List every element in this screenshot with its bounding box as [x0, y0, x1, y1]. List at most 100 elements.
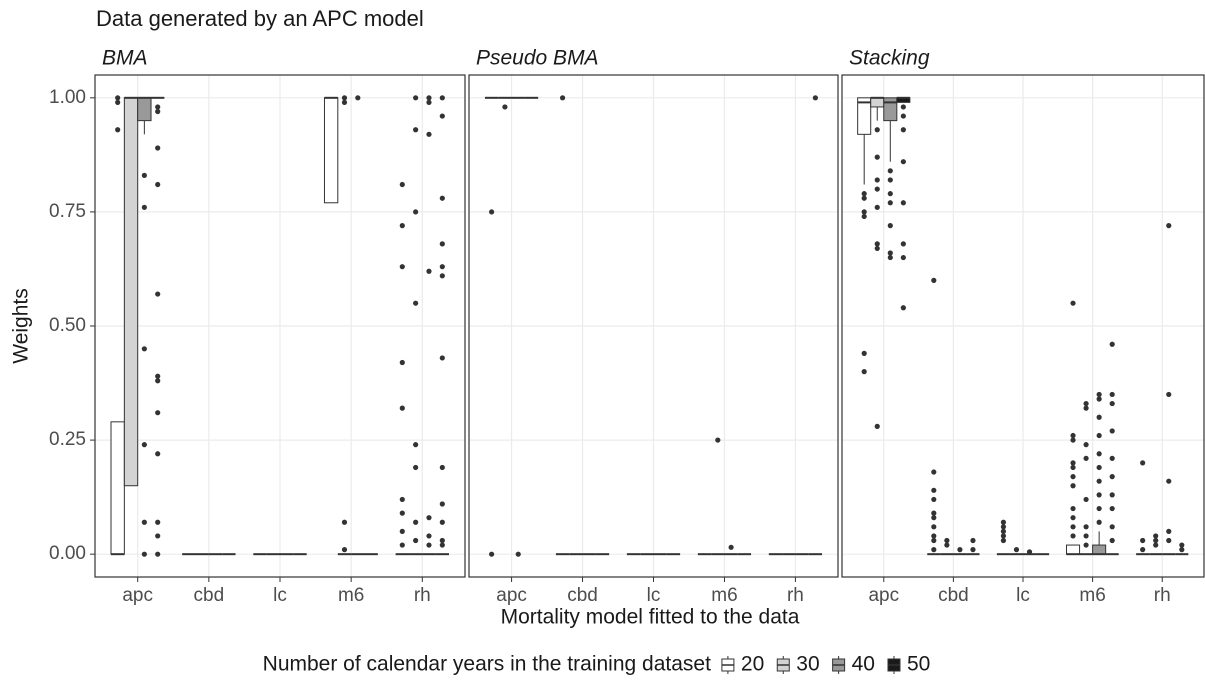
outlier [1096, 451, 1102, 457]
x-tick-label: m6 [1079, 585, 1105, 606]
y-tick-label: 1.00 [49, 87, 86, 108]
x-tick-label: apc [868, 585, 899, 606]
outlier [155, 291, 161, 297]
outlier [1070, 437, 1076, 443]
outlier [900, 254, 906, 261]
outlier [970, 547, 976, 553]
outlier [874, 245, 880, 252]
outlier [931, 515, 937, 521]
outlier [1070, 464, 1076, 471]
outlier [1070, 515, 1076, 521]
outlier [1109, 391, 1115, 398]
legend-title: Number of calendar years in the training… [263, 653, 711, 676]
outlier [900, 104, 906, 110]
outlier [141, 204, 147, 210]
outlier [900, 159, 906, 165]
outlier [439, 537, 445, 544]
outlier [155, 373, 161, 379]
outlier [931, 510, 937, 516]
outlier [1166, 478, 1172, 484]
y-tick-label: 0.00 [49, 543, 86, 564]
outlier [355, 95, 361, 101]
outlier [439, 519, 445, 525]
outlier [341, 547, 348, 553]
outlier [155, 181, 161, 188]
x-tick-label: rh [787, 585, 804, 606]
outlier [115, 127, 121, 133]
legend-item: 50 [887, 653, 930, 676]
panel-border [468, 74, 839, 578]
outlier [931, 524, 937, 530]
outlier [399, 181, 405, 188]
outlier [931, 547, 937, 553]
outlier [399, 542, 405, 548]
outlier [1166, 391, 1172, 398]
outlier [489, 209, 495, 215]
outlier [1109, 341, 1115, 347]
outlier [1070, 524, 1076, 530]
outlier [426, 95, 432, 101]
outlier [1096, 414, 1102, 420]
outlier [874, 423, 880, 429]
x-tick-label: cbd [567, 585, 598, 606]
outlier [399, 405, 405, 411]
outlier [970, 537, 976, 544]
outlier [931, 277, 937, 283]
chart-title: Data generated by an APC model [96, 6, 424, 31]
outlier [1000, 524, 1007, 530]
outlier [1070, 505, 1076, 512]
y-tick-label: 0.75 [49, 201, 86, 222]
outlier [874, 154, 880, 160]
legend-item: 40 [832, 653, 875, 676]
outlier [413, 442, 419, 448]
outlier [1013, 547, 1020, 553]
facet-title: BMA [102, 47, 148, 70]
outlier [413, 127, 419, 133]
outlier [1083, 442, 1089, 448]
box [110, 421, 125, 555]
outlier [1153, 533, 1159, 539]
facet-title: Pseudo BMA [476, 47, 599, 70]
outlier [115, 95, 121, 101]
x-tick-label: apc [122, 585, 153, 606]
outlier [1140, 460, 1146, 466]
outlier [155, 533, 161, 539]
outlier [439, 355, 445, 361]
outlier [141, 519, 147, 525]
outlier [1000, 533, 1007, 539]
outlier [1109, 537, 1115, 544]
outlier [439, 273, 445, 279]
outlier [1000, 519, 1007, 525]
x-tick-label: lc [273, 585, 287, 606]
outlier [155, 519, 161, 525]
outlier [944, 537, 950, 544]
outlier [1096, 492, 1102, 498]
outlier [900, 113, 906, 119]
outlier [944, 542, 950, 548]
outlier [1096, 519, 1102, 525]
outlier [426, 99, 432, 105]
outlier [861, 191, 867, 197]
outlier [1140, 547, 1146, 553]
legend-label: 40 [852, 653, 875, 676]
outlier [861, 195, 867, 201]
outlier [1083, 542, 1089, 548]
outlier [155, 378, 161, 384]
outlier [1096, 478, 1102, 484]
outlier [874, 186, 880, 192]
x-axis-title: Mortality model fitted to the data [501, 606, 800, 629]
outlier [1109, 492, 1115, 498]
outlier [887, 191, 893, 197]
outlier [426, 515, 432, 521]
box [137, 97, 152, 122]
x-tick-label: cbd [194, 585, 225, 606]
outlier [439, 241, 445, 247]
outlier [1000, 528, 1007, 534]
outlier [861, 369, 867, 375]
box [1092, 544, 1107, 555]
outlier [887, 223, 893, 229]
outlier [141, 172, 147, 178]
outlier [887, 177, 893, 183]
outlier [439, 113, 445, 119]
